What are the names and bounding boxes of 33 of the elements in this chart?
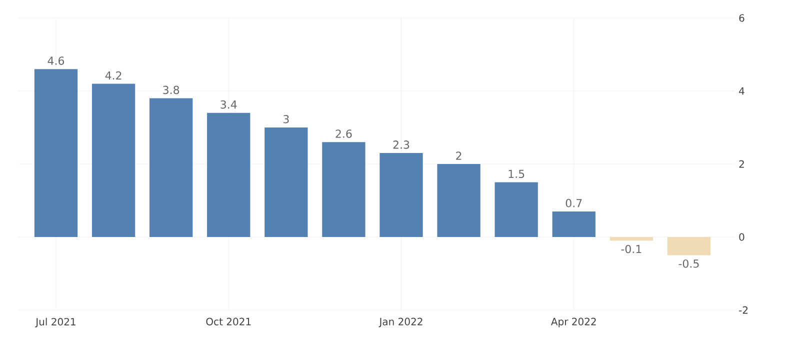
data-label: 2	[456, 152, 462, 160]
data-label: 0.7	[566, 198, 582, 208]
data-label: 2.6	[336, 130, 352, 138]
data-label: 3.8	[163, 86, 180, 94]
bar	[264, 127, 308, 237]
bar	[92, 84, 136, 237]
bar	[380, 153, 423, 237]
data-label: 4.2	[105, 71, 122, 80]
x-tick-label: Oct 2021	[206, 318, 251, 326]
bar	[667, 236, 711, 256]
data-label: 1.5	[508, 170, 524, 178]
data-label: 3	[283, 114, 289, 124]
data-label: 2.3	[393, 140, 410, 149]
data-label: -0.1	[621, 244, 642, 254]
bar	[494, 182, 538, 237]
y-tick-label: 4	[739, 87, 744, 95]
x-tick-label: Jan 2022	[378, 318, 422, 328]
x-tick-label: Jul 2021	[35, 318, 76, 328]
bar	[207, 112, 250, 237]
data-label: 4.6	[48, 56, 64, 65]
bar	[552, 211, 596, 237]
y-tick-label: 0	[739, 233, 744, 241]
y-tick-label: -2	[739, 306, 748, 314]
bar	[150, 98, 193, 237]
x-tick-label: Apr 2022	[550, 318, 596, 328]
bar	[34, 69, 78, 237]
data-label: 3.4	[220, 100, 237, 109]
data-label: -0.5	[678, 259, 699, 268]
bar	[322, 142, 366, 237]
bar	[437, 164, 480, 237]
y-tick-label: 2	[739, 160, 744, 168]
bar	[610, 236, 653, 241]
y-tick-label: 6	[739, 14, 744, 22]
